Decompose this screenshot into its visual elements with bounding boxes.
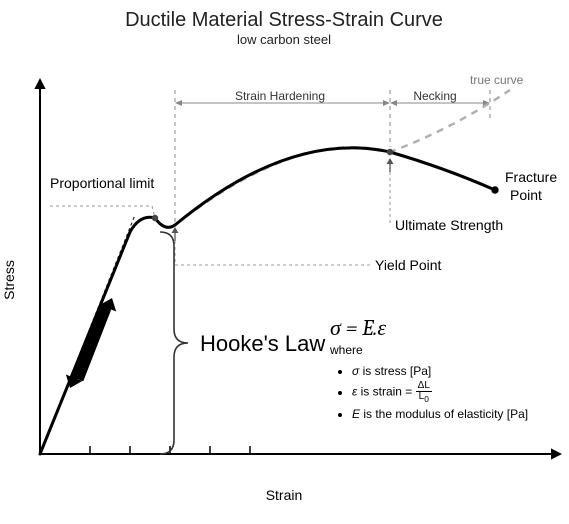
hookes-law-label: Hooke's Law bbox=[200, 331, 325, 356]
proportional-limit-label: Proportional limit bbox=[50, 175, 154, 191]
strain-hardening-label: Strain Hardening bbox=[235, 89, 325, 103]
linear-arrow-up bbox=[77, 298, 116, 381]
diagram-title: Ductile Material Stress-Strain Curve bbox=[125, 9, 443, 31]
formula-block: σ = E.ε where σ is stress [Pa]ε is strain … bbox=[330, 315, 528, 424]
linear-arrow-down bbox=[66, 304, 106, 388]
true-stress-curve bbox=[175, 90, 510, 225]
diagram-subtitle: low carbon steel bbox=[237, 32, 331, 47]
x-axis-label: Strain bbox=[266, 487, 303, 503]
yield-point-label: Yield Point bbox=[375, 257, 442, 273]
stress-strain-diagram: Ductile Material Stress-Strain Curvelow … bbox=[0, 0, 569, 524]
formula-main: σ = E.ε bbox=[330, 315, 528, 341]
strain-hardening-span-arrow bbox=[383, 100, 390, 106]
true-curve-label: true curve bbox=[470, 73, 524, 87]
y-axis-arrow bbox=[34, 78, 45, 89]
formula-item: ε is strain = ΔLL0 bbox=[352, 381, 528, 403]
fracture-point-label: Fracture bbox=[505, 169, 557, 185]
fracture-point-marker bbox=[491, 186, 498, 193]
x-axis-arrow bbox=[551, 448, 562, 459]
yield-point-leader bbox=[175, 241, 370, 265]
ultimate-strength-point bbox=[387, 149, 393, 155]
necking-span-arrow bbox=[390, 100, 397, 106]
formula-item: σ is stress [Pa] bbox=[352, 361, 528, 381]
ultimate-strength-label: Ultimate Strength bbox=[395, 217, 503, 233]
formula-item: E is the modulus of elasticity [Pa] bbox=[352, 404, 528, 424]
strain-hardening-span-arrow bbox=[175, 100, 182, 106]
formula-where: where bbox=[330, 343, 528, 357]
necking-label: Necking bbox=[413, 89, 456, 103]
fracture-point-label: Point bbox=[510, 187, 542, 203]
ultimate-arrow-head bbox=[387, 158, 394, 164]
y-axis-label: Stress bbox=[1, 260, 17, 300]
